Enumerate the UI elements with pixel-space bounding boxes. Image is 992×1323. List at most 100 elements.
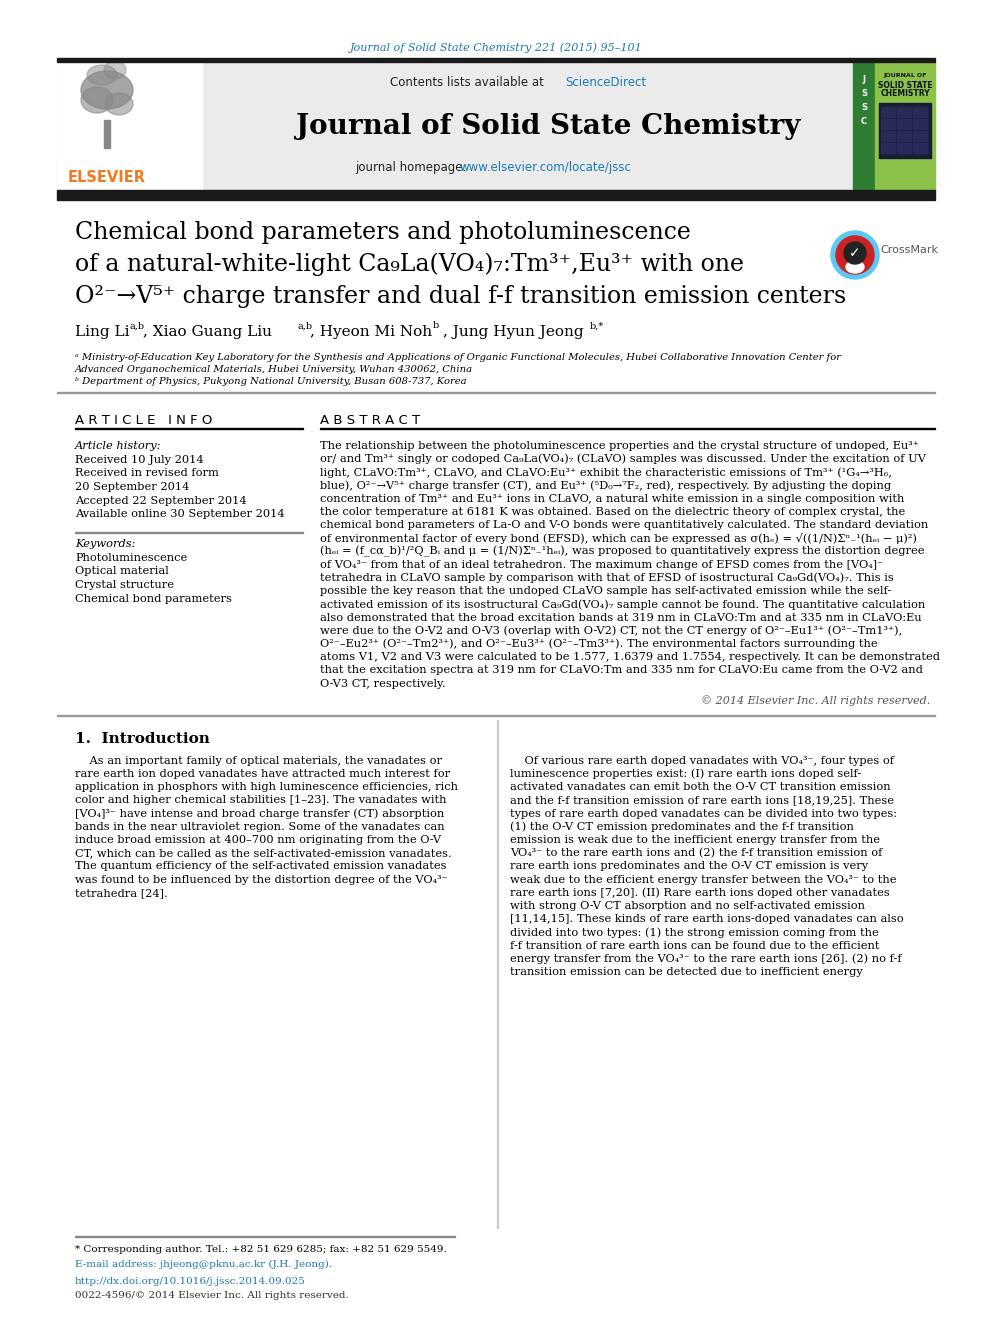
Text: S: S (861, 103, 867, 112)
Bar (57, 61, 202, 189)
Text: Chemical bond parameters: Chemical bond parameters (75, 594, 232, 603)
Bar (913, 119, 927, 130)
Ellipse shape (104, 61, 126, 79)
Text: Optical material: Optical material (75, 566, 169, 577)
Text: or/ and Tm³⁺ singly or codoped Ca₉La(VO₄)₇ (CLaVO) samples was discussed. Under : or/ and Tm³⁺ singly or codoped Ca₉La(VO₄… (320, 454, 926, 464)
Text: Received 10 July 2014: Received 10 July 2014 (75, 455, 203, 464)
Text: E-mail address: jhjeong@pknu.ac.kr (J.H. Jeong).: E-mail address: jhjeong@pknu.ac.kr (J.H.… (75, 1259, 332, 1269)
Bar (57, 61, 935, 189)
Text: atoms V1, V2 and V3 were calculated to be 1.577, 1.6379 and 1.7554, respectively: atoms V1, V2 and V3 were calculated to b… (320, 652, 940, 663)
Text: Article history:: Article history: (75, 441, 162, 451)
Text: of a natural-white-light Ca₉La(VO₄)₇:Tm³⁺,Eu³⁺ with one: of a natural-white-light Ca₉La(VO₄)₇:Tm³… (75, 253, 744, 275)
Text: induce broad emission at 400–700 nm originating from the O-V: induce broad emission at 400–700 nm orig… (75, 835, 441, 845)
Text: tetrahedra in CLaVO sample by comparison with that of EFSD of isostructural Ca₉G: tetrahedra in CLaVO sample by comparison… (320, 573, 894, 583)
Bar (57, 189, 935, 200)
Circle shape (831, 232, 879, 279)
Text: (1) the O-V CT emission predominates and the f-f transition: (1) the O-V CT emission predominates and… (510, 822, 854, 832)
Text: rare earth ions [7,20]. (II) Rare earth ions doped other vanadates: rare earth ions [7,20]. (II) Rare earth … (510, 888, 890, 898)
Text: , Xiao Guang Liu: , Xiao Guang Liu (143, 325, 272, 339)
Text: O-V3 CT, respectively.: O-V3 CT, respectively. (320, 679, 445, 688)
Bar (913, 107, 927, 116)
Text: and the f-f transition emission of rare earth ions [18,19,25]. These: and the f-f transition emission of rare … (510, 795, 894, 806)
Text: types of rare earth doped vanadates can be divided into two types:: types of rare earth doped vanadates can … (510, 808, 897, 819)
Text: 0022-4596/© 2014 Elsevier Inc. All rights reserved.: 0022-4596/© 2014 Elsevier Inc. All right… (75, 1291, 349, 1301)
Text: Photoluminescence: Photoluminescence (75, 553, 187, 564)
Text: CT, which can be called as the self-activated-emission vanadates.: CT, which can be called as the self-acti… (75, 848, 451, 859)
Text: the color temperature at 6181 K was obtained. Based on the dielectric theory of : the color temperature at 6181 K was obta… (320, 507, 906, 517)
Ellipse shape (105, 93, 133, 115)
Bar (897, 107, 911, 116)
Ellipse shape (846, 261, 864, 273)
Bar (104, 120, 110, 148)
Text: A B S T R A C T: A B S T R A C T (320, 414, 421, 426)
Text: A R T I C L E   I N F O: A R T I C L E I N F O (75, 414, 212, 426)
Bar (897, 143, 911, 153)
Circle shape (844, 242, 866, 265)
Text: f-f transition of rare earth ions can be found due to the efficient: f-f transition of rare earth ions can be… (510, 941, 880, 951)
Text: divided into two types: (1) the strong emission coming from the: divided into two types: (1) the strong e… (510, 927, 879, 938)
Text: possible the key reason that the undoped CLaVO sample has self-activated emissio: possible the key reason that the undoped… (320, 586, 891, 597)
Text: 1.  Introduction: 1. Introduction (75, 732, 210, 746)
Text: O²⁻–Eu2³⁺ (O²⁻–Tm2³⁺), and O²⁻–Eu3³⁺ (O²⁻–Tm3³⁺). The environmental factors surr: O²⁻–Eu2³⁺ (O²⁻–Tm2³⁺), and O²⁻–Eu3³⁺ (O²… (320, 639, 878, 650)
Text: ScienceDirect: ScienceDirect (565, 75, 646, 89)
Bar (897, 119, 911, 130)
Text: application in phosphors with high luminescence efficiencies, rich: application in phosphors with high lumin… (75, 782, 458, 792)
Text: transition emission can be detected due to inefficient energy: transition emission can be detected due … (510, 967, 863, 976)
Text: J: J (862, 75, 865, 85)
Text: ᵃ Ministry-of-Education Key Laboratory for the Synthesis and Applications of Org: ᵃ Ministry-of-Education Key Laboratory f… (75, 353, 841, 363)
Text: a,b: a,b (130, 321, 145, 331)
Text: weak due to the efficient energy transfer between the VO₄³⁻ to the: weak due to the efficient energy transfe… (510, 875, 897, 885)
Text: tetrahedra [24].: tetrahedra [24]. (75, 888, 168, 898)
Text: b,*: b,* (590, 321, 604, 331)
Text: [VO₄]³⁻ have intense and broad charge transfer (CT) absorption: [VO₄]³⁻ have intense and broad charge tr… (75, 808, 444, 819)
Bar (881, 105, 929, 156)
Text: luminescence properties exist: (I) rare earth ions doped self-: luminescence properties exist: (I) rare … (510, 769, 861, 779)
Text: bands in the near ultraviolet region. Some of the vanadates can: bands in the near ultraviolet region. So… (75, 822, 444, 832)
Bar (875, 61, 935, 189)
Text: * Corresponding author. Tel.: +82 51 629 6285; fax: +82 51 629 5549.: * Corresponding author. Tel.: +82 51 629… (75, 1245, 446, 1254)
Text: Of various rare earth doped vanadates with VO₄³⁻, four types of: Of various rare earth doped vanadates wi… (510, 755, 894, 766)
Bar (913, 143, 927, 153)
Circle shape (836, 235, 874, 274)
Text: a,b: a,b (297, 321, 312, 331)
Text: were due to the O-V2 and O-V3 (overlap with O-V2) CT, not the CT energy of O²⁻–E: were due to the O-V2 and O-V3 (overlap w… (320, 626, 903, 636)
Text: (hₑᵢ = (f_cα_b)¹/²Q_Bᵢ and μ = (1/N)Σⁿ₋¹hₑᵢ), was proposed to quantitatively exp: (hₑᵢ = (f_cα_b)¹/²Q_Bᵢ and μ = (1/N)Σⁿ₋¹… (320, 546, 925, 557)
Text: 20 September 2014: 20 September 2014 (75, 482, 189, 492)
Text: As an important family of optical materials, the vanadates or: As an important family of optical materi… (75, 755, 442, 766)
Bar (57, 58, 935, 61)
Text: http://dx.doi.org/10.1016/j.jssc.2014.09.025: http://dx.doi.org/10.1016/j.jssc.2014.09… (75, 1278, 306, 1286)
Bar (897, 131, 911, 142)
Text: color and higher chemical stabilities [1–23]. The vanadates with: color and higher chemical stabilities [1… (75, 795, 446, 806)
Text: of VO₄³⁻ from that of an ideal tetrahedron. The maximum change of EFSD comes fro: of VO₄³⁻ from that of an ideal tetrahedr… (320, 560, 883, 570)
Text: activated emission of its isostructural Ca₉Gd(VO₄)₇ sample cannot be found. The : activated emission of its isostructural … (320, 599, 926, 610)
Text: that the excitation spectra at 319 nm for CLaVO:Tm and 335 nm for CLaVO:Eu came : that the excitation spectra at 319 nm fo… (320, 665, 923, 676)
Bar (913, 131, 927, 142)
Text: VO₄³⁻ to the rare earth ions and (2) the f-f transition emission of: VO₄³⁻ to the rare earth ions and (2) the… (510, 848, 882, 859)
Text: O²⁻→V⁵⁺ charge transfer and dual f-f transition emission centers: O²⁻→V⁵⁺ charge transfer and dual f-f tra… (75, 284, 846, 307)
Text: Journal of Solid State Chemistry 221 (2015) 95–101: Journal of Solid State Chemistry 221 (20… (349, 42, 643, 53)
Bar (881, 131, 895, 142)
Text: Available online 30 September 2014: Available online 30 September 2014 (75, 509, 285, 519)
Bar (497, 720, 498, 1228)
Text: CrossMark: CrossMark (880, 245, 938, 255)
Text: was found to be influenced by the distortion degree of the VO₄³⁻: was found to be influenced by the distor… (75, 875, 447, 885)
Text: [11,14,15]. These kinds of rare earth ions-doped vanadates can also: [11,14,15]. These kinds of rare earth io… (510, 914, 904, 925)
Ellipse shape (81, 71, 133, 108)
Bar (881, 143, 895, 153)
Text: emission is weak due to the inefficient energy transfer from the: emission is weak due to the inefficient … (510, 835, 880, 845)
Text: rare earth ion doped vanadates have attracted much interest for: rare earth ion doped vanadates have attr… (75, 769, 450, 779)
Text: Advanced Organochemical Materials, Hubei University, Wuhan 430062, China: Advanced Organochemical Materials, Hubei… (75, 365, 473, 374)
Bar (853, 61, 875, 189)
Text: Accepted 22 September 2014: Accepted 22 September 2014 (75, 496, 247, 505)
Text: b: b (433, 321, 439, 331)
Text: Keywords:: Keywords: (75, 538, 136, 549)
Text: Journal of Solid State Chemistry: Journal of Solid State Chemistry (296, 112, 801, 139)
Text: C: C (861, 118, 867, 127)
Text: light, CLaVO:Tm³⁺, CLaVO, and CLaVO:Eu³⁺ exhibit the characteristic emissions of: light, CLaVO:Tm³⁺, CLaVO, and CLaVO:Eu³⁺… (320, 467, 892, 478)
Text: chemical bond parameters of La-O and V-O bonds were quantitatively calculated. T: chemical bond parameters of La-O and V-O… (320, 520, 929, 531)
Ellipse shape (87, 65, 117, 85)
Text: Received in revised form: Received in revised form (75, 468, 219, 479)
Text: © 2014 Elsevier Inc. All rights reserved.: © 2014 Elsevier Inc. All rights reserved… (700, 696, 930, 706)
Text: S: S (861, 90, 867, 98)
Text: www.elsevier.com/locate/jssc: www.elsevier.com/locate/jssc (460, 161, 632, 175)
